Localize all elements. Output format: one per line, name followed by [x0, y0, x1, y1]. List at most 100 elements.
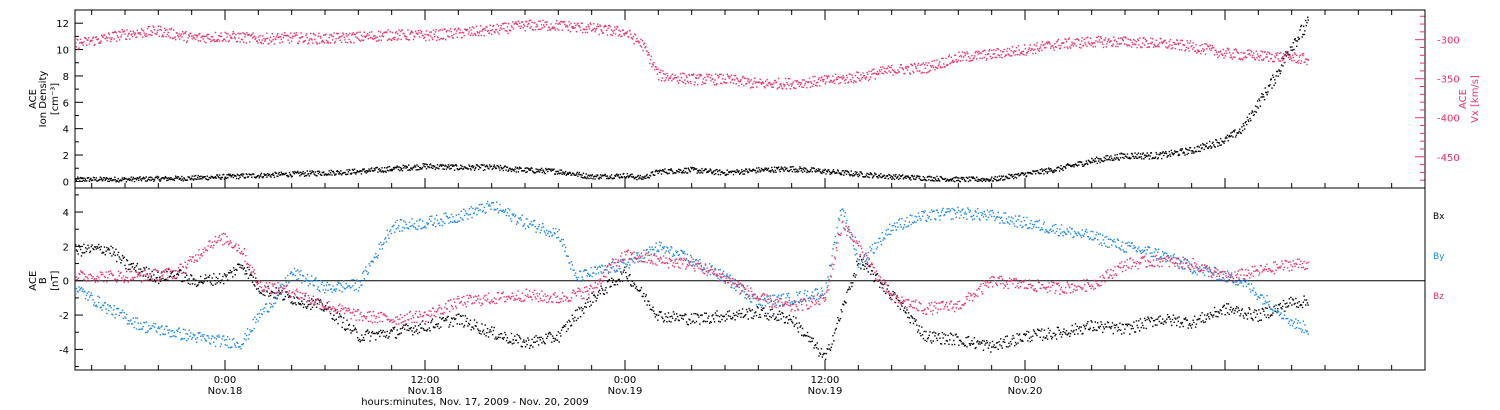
data-point	[115, 31, 117, 34]
data-point	[712, 170, 715, 172]
data-point	[958, 339, 961, 342]
data-point	[235, 175, 237, 177]
data-point	[492, 329, 495, 332]
data-point	[682, 81, 685, 84]
data-point	[1189, 42, 1191, 44]
data-point	[905, 177, 907, 179]
data-point	[693, 167, 696, 169]
data-point	[912, 317, 914, 319]
data-point	[347, 328, 349, 330]
data-point	[379, 170, 381, 172]
data-point	[79, 248, 82, 251]
data-point	[681, 172, 683, 174]
data-point	[492, 25, 494, 28]
data-point	[650, 308, 652, 311]
data-point	[535, 26, 537, 28]
data-point	[217, 175, 219, 178]
data-point	[1217, 56, 1219, 59]
data-point	[302, 170, 304, 173]
data-point	[907, 175, 909, 177]
data-point	[962, 59, 964, 62]
data-point	[1121, 37, 1123, 39]
data-point	[1000, 345, 1003, 347]
data-point	[312, 32, 315, 35]
data-point	[648, 304, 651, 306]
data-point	[1149, 42, 1151, 44]
data-point	[100, 178, 102, 181]
data-point	[180, 33, 182, 35]
data-point	[919, 332, 921, 335]
data-point	[458, 32, 461, 34]
data-point	[907, 316, 909, 319]
data-point	[475, 325, 477, 327]
data-point	[118, 181, 120, 183]
data-point	[179, 177, 182, 180]
data-point	[1248, 53, 1251, 55]
data-point	[502, 22, 504, 25]
data-point	[547, 170, 549, 173]
data-point	[232, 276, 234, 278]
data-point	[1071, 41, 1073, 43]
data-point	[876, 70, 879, 73]
data-point	[828, 170, 831, 173]
data-point	[595, 175, 598, 178]
data-point	[144, 35, 147, 38]
data-point	[318, 299, 320, 302]
data-point	[168, 35, 170, 37]
data-point	[1110, 327, 1112, 330]
data-point	[772, 86, 774, 89]
data-point	[1028, 47, 1031, 49]
data-point	[967, 52, 969, 55]
data-point	[682, 318, 684, 320]
data-point	[856, 264, 859, 266]
data-point	[904, 176, 906, 178]
data-point	[300, 173, 302, 176]
data-point	[1143, 37, 1145, 39]
data-point	[967, 177, 969, 180]
data-point	[1106, 321, 1109, 323]
data-point	[1027, 340, 1029, 342]
data-point	[1155, 318, 1157, 321]
data-point	[496, 23, 498, 26]
data-point	[273, 176, 276, 178]
data-point	[500, 333, 503, 335]
data-point	[1083, 164, 1085, 166]
data-point	[678, 168, 680, 171]
data-point	[423, 36, 426, 38]
data-point	[741, 76, 744, 79]
data-point	[1222, 54, 1224, 57]
data-point	[310, 308, 312, 310]
data-point	[517, 342, 519, 344]
data-point	[745, 82, 748, 85]
data-point	[1100, 36, 1102, 38]
data-point	[1042, 169, 1044, 171]
data-point	[1059, 333, 1061, 335]
data-point	[98, 42, 100, 44]
data-point	[463, 34, 465, 37]
data-point	[547, 335, 549, 337]
data-point	[1113, 157, 1116, 159]
data-point	[1039, 169, 1042, 171]
data-point	[893, 292, 896, 294]
data-point	[727, 173, 729, 176]
data-point	[1289, 56, 1292, 58]
data-point	[375, 40, 378, 42]
data-point	[892, 74, 894, 76]
data-point	[1132, 327, 1134, 330]
data-point	[978, 180, 980, 182]
data-point	[416, 164, 418, 166]
data-point	[617, 279, 620, 281]
data-point	[368, 31, 371, 34]
data-point	[336, 312, 338, 314]
data-point	[422, 163, 424, 165]
data-point	[649, 308, 652, 310]
data-point	[1148, 317, 1150, 320]
data-point	[1079, 330, 1082, 332]
data-point	[77, 177, 80, 180]
data-point	[338, 36, 341, 38]
data-point	[956, 177, 959, 179]
data-point	[260, 292, 263, 295]
data-point	[1281, 59, 1283, 61]
data-point	[898, 299, 900, 302]
data-point	[518, 334, 520, 337]
